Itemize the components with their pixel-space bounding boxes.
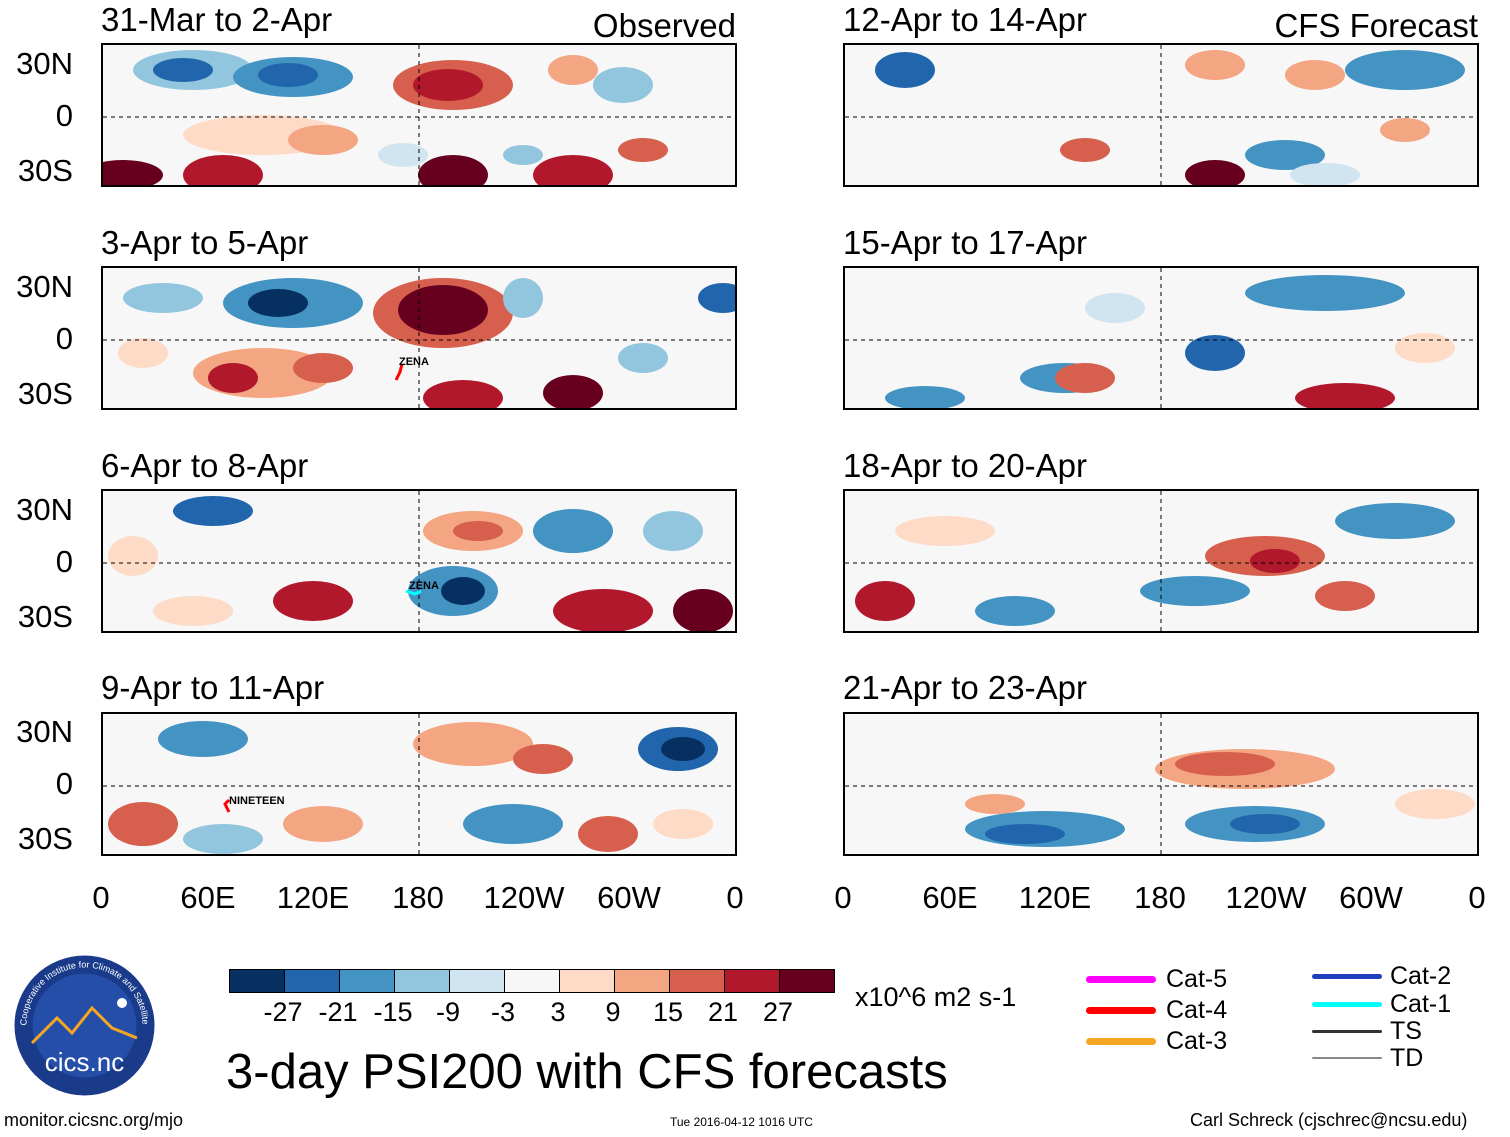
colorbar-box-2 xyxy=(284,969,340,993)
lon-label-60w: 60W xyxy=(1339,880,1403,915)
colorbar-label: -27 xyxy=(263,997,303,1027)
map-panel-1 xyxy=(101,43,737,187)
legend-swatch-cat1 xyxy=(1312,1002,1382,1007)
legend-label-td: TD xyxy=(1390,1044,1424,1072)
colorbar-box-5 xyxy=(449,969,505,993)
lat-label-30n: 30N xyxy=(16,714,73,749)
footer-url[interactable]: monitor.cicsnc.org/mjo xyxy=(4,1110,184,1130)
colorbar-label: 27 xyxy=(762,997,794,1027)
panel-title-2: 3-Apr to 5-Apr xyxy=(101,224,309,261)
panel-title-6: 15-Apr to 17-Apr xyxy=(843,224,1087,261)
observed-header: Observed xyxy=(592,7,736,44)
footer-author: Carl Schreck (cjschrec@ncsu.edu) xyxy=(1190,1110,1468,1130)
legend-swatch-cat5 xyxy=(1086,976,1156,983)
colorbar-box-9 xyxy=(669,969,725,993)
colorbar-label: 21 xyxy=(707,997,739,1027)
colorbar-label: 3 xyxy=(550,997,566,1027)
lat-label-30n: 30N xyxy=(16,46,73,81)
colorbar-box-6 xyxy=(504,969,560,993)
legend-swatch-cat4 xyxy=(1086,1007,1156,1014)
panel-title-1: 31-Mar to 2-Apr xyxy=(101,1,333,38)
lon-label-180: 180 xyxy=(392,880,444,915)
lat-label-30s: 30S xyxy=(17,599,73,634)
lat-label-eq: 0 xyxy=(55,98,73,133)
lon-label-0: 0 xyxy=(726,880,744,915)
lat-label-eq: 0 xyxy=(55,321,73,356)
lat-label-30s: 30S xyxy=(17,821,73,856)
lon-label-60e: 60E xyxy=(922,880,978,915)
panel-title-4: 9-Apr to 11-Apr xyxy=(101,669,325,706)
lon-label-120e: 120E xyxy=(276,880,350,915)
map-panel-6 xyxy=(843,266,1479,410)
colorbar-label: 9 xyxy=(605,997,621,1027)
panel-title-5: 12-Apr to 14-Apr xyxy=(843,1,1087,38)
panel-title-7: 18-Apr to 20-Apr xyxy=(843,447,1087,484)
colorbar-units: x10^6 m2 s-1 xyxy=(855,982,1017,1012)
panel-title-3: 6-Apr to 8-Apr xyxy=(101,447,309,484)
lat-label-30s: 30S xyxy=(17,376,73,411)
lon-label-120w: 120W xyxy=(483,880,565,915)
map-panel-2: ZENA xyxy=(101,266,737,410)
lon-label-180: 180 xyxy=(1134,880,1186,915)
legend-swatch-ts xyxy=(1312,1030,1382,1033)
lon-label-120e: 120E xyxy=(1018,880,1092,915)
storm-label: NINETEEN xyxy=(229,795,285,807)
colorbar-box-10 xyxy=(724,969,780,993)
legend-label-ts: TS xyxy=(1390,1017,1422,1045)
legend-label-cat2: Cat-2 xyxy=(1390,962,1452,990)
map-panel-7 xyxy=(843,489,1479,633)
map-panel-3: ZENA xyxy=(101,489,737,633)
map-panel-5 xyxy=(843,43,1479,187)
legend-swatch-cat2 xyxy=(1312,974,1382,979)
colorbar-label: -9 xyxy=(435,997,460,1027)
colorbar-box-3 xyxy=(339,969,395,993)
legend-swatch-cat3 xyxy=(1086,1038,1156,1045)
colorbar-box-11 xyxy=(779,969,835,993)
lon-label-120w: 120W xyxy=(1225,880,1307,915)
footer-timestamp: Tue 2016-04-12 1016 UTC xyxy=(670,1115,813,1129)
forecast-header: CFS Forecast xyxy=(1274,7,1478,44)
legend-label-cat3: Cat-3 xyxy=(1166,1027,1228,1055)
legend-label-cat5: Cat-5 xyxy=(1166,965,1228,993)
panel-title-8: 21-Apr to 23-Apr xyxy=(843,669,1087,706)
lat-label-eq: 0 xyxy=(55,766,73,801)
cicsnc-logo: Cooperative Institute for Climate and Sa… xyxy=(10,945,157,1098)
colorbar-label: -15 xyxy=(373,997,413,1027)
lat-label-30n: 30N xyxy=(16,492,73,527)
colorbar-label: -21 xyxy=(318,997,358,1027)
colorbar-box-1 xyxy=(229,969,285,993)
map-panel-4: NINETEEN xyxy=(101,712,737,856)
lon-label-60e: 60E xyxy=(180,880,236,915)
lat-label-30n: 30N xyxy=(16,269,73,304)
lon-label-0: 0 xyxy=(834,880,852,915)
colorbar-box-7 xyxy=(559,969,615,993)
colorbar-box-8 xyxy=(614,969,670,993)
colorbar-label: 15 xyxy=(652,997,684,1027)
colorbar-label: -3 xyxy=(490,997,515,1027)
lat-label-30s: 30S xyxy=(17,153,73,188)
legend-label-cat1: Cat-1 xyxy=(1390,990,1452,1018)
lon-label-0: 0 xyxy=(1468,880,1486,915)
lon-label-0: 0 xyxy=(92,880,110,915)
storm-label: ZENA xyxy=(409,580,439,592)
legend-swatch-td xyxy=(1312,1057,1382,1059)
legend-label-cat4: Cat-4 xyxy=(1166,996,1228,1024)
lat-label-eq: 0 xyxy=(55,544,73,579)
colorbar-box-4 xyxy=(394,969,450,993)
lon-label-60w: 60W xyxy=(597,880,661,915)
storm-label: ZENA xyxy=(399,356,429,368)
main-title: 3-day PSI200 with CFS forecasts xyxy=(226,1045,948,1099)
logo-text: cics.nc xyxy=(45,1047,124,1077)
map-panel-8 xyxy=(843,712,1479,856)
